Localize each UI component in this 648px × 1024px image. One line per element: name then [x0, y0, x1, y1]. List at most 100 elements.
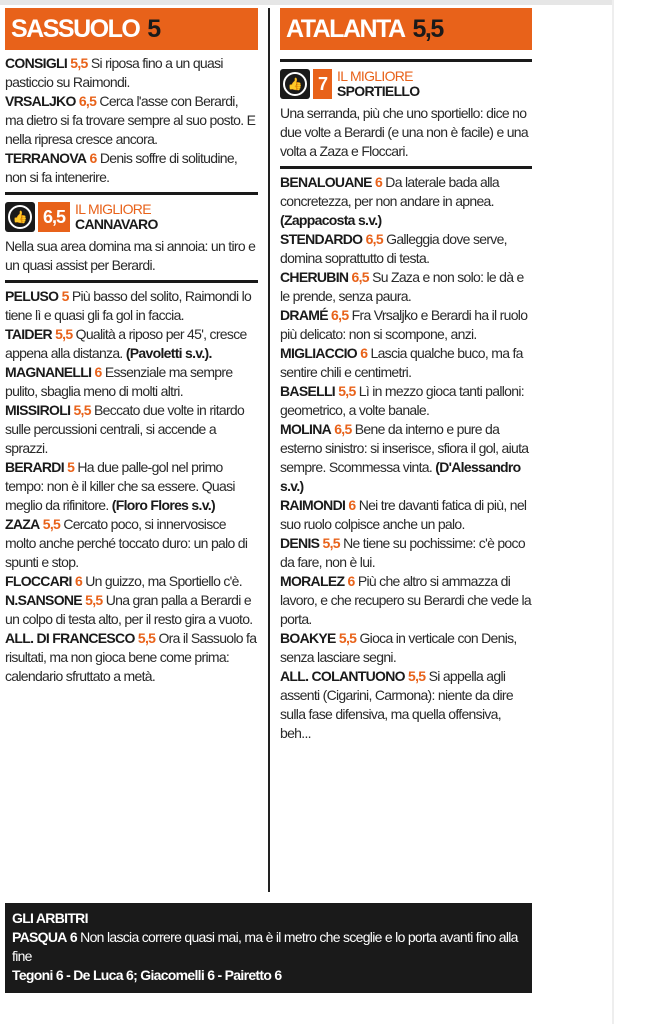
player-name: BOAKYE	[280, 630, 336, 646]
player-name: BERARDI	[5, 459, 65, 475]
best-name: CANNAVARO	[75, 216, 158, 232]
player-rating-entry: DRAMÉ 6,5 Fra Vrsaljko e Berardi ha il r…	[280, 306, 532, 344]
player-rating: 6	[360, 345, 368, 361]
player-rating-entry: TERRANOVA 6 Denis soffre di solitudine, …	[5, 149, 258, 187]
atalanta-entries: BENALOUANE 6 Da laterale bada alla concr…	[280, 173, 532, 743]
player-comment: Un guizzo, ma Sportiello c'è.	[85, 573, 242, 589]
player-rating-entry: BOAKYE 5,5 Gioca in verticale con Denis,…	[280, 629, 532, 667]
player-name: RAIMONDI	[280, 497, 346, 513]
player-name: MISSIROLI	[5, 402, 71, 418]
player-rating: 5	[61, 288, 70, 304]
player-rating: 5,5	[338, 383, 356, 399]
player-rating-entry: MAGNANELLI 6 Essenziale ma sempre pulito…	[5, 363, 258, 401]
player-name: FLOCCARI	[5, 573, 72, 589]
player-name: ALL. COLANTUONO	[280, 668, 406, 684]
assistant-ratings: Tegoni 6 - De Luca 6; Giacomelli 6 - Pai…	[12, 967, 282, 983]
best-description: Nella sua area domina ma si annoia: un t…	[5, 238, 256, 273]
player-rating-entry: RAIMONDI 6 Nei tre davanti fatica di più…	[280, 496, 532, 534]
referee-comment: Non lascia correre quasi mai, ma è il me…	[12, 929, 518, 964]
player-rating: 5,5	[70, 55, 88, 71]
referees-box: GLI ARBITRI PASQUA 6 Non lascia correre …	[5, 903, 532, 993]
player-rating: 6,5	[351, 269, 370, 285]
edge-strip	[612, 0, 614, 1024]
player-comment: Si riposa fino a un quasi pasticcio su R…	[5, 55, 223, 90]
atalanta-column: ATALANTA 5,5 👍 7 IL MIGLIORE SPORTIELLO …	[280, 8, 532, 743]
player-rating: 6	[94, 364, 103, 380]
thumbs-up-icon: 👍	[280, 69, 310, 99]
top-strip	[0, 0, 612, 5]
player-name: MORALEZ	[280, 573, 345, 589]
player-comment: Nei tre davanti fatica di più, nel suo r…	[280, 497, 527, 532]
player-comment: Più basso del solito, Raimondi lo tiene …	[5, 288, 252, 323]
player-name: MAGNANELLI	[5, 364, 92, 380]
player-name: CHERUBIN	[280, 269, 349, 285]
substitute-note: (D'Alessandro s.v.)	[280, 459, 521, 494]
sassuolo-entries: PELUSO 5 Più basso del solito, Raimondi …	[5, 287, 258, 686]
referees-title: GLI ARBITRI	[12, 910, 88, 926]
player-name: BENALOUANE	[280, 174, 372, 190]
player-comment: Cerca l'asse con Berardi, ma dietro si f…	[5, 93, 256, 147]
best-rating: 7	[313, 69, 333, 99]
best-player-box: 👍 7 IL MIGLIORE SPORTIELLO	[280, 66, 532, 102]
player-name: VRSALJKO	[5, 93, 76, 109]
best-rating: 6,5	[38, 202, 71, 232]
player-rating-entry: ALL. DI FRANCESCO 5,5 Ora il Sassuolo fa…	[5, 629, 258, 686]
player-rating-entry: BENALOUANE 6 Da laterale bada alla concr…	[280, 173, 532, 230]
best-name: SPORTIELLO	[337, 83, 420, 99]
player-comment: Essenziale ma sempre pulito, sbaglia men…	[5, 364, 233, 399]
player-rating-entry: BERARDI 5 Ha due palle-gol nel primo tem…	[5, 458, 258, 515]
best-kicker: IL MIGLIORE	[75, 201, 152, 217]
player-rating: 6	[89, 150, 98, 166]
player-name: DRAMÉ	[280, 307, 329, 323]
player-name: TERRANOVA	[5, 150, 87, 166]
atalanta-header: ATALANTA 5,5	[280, 8, 532, 50]
substitute-note: (Pavoletti s.v.).	[125, 345, 213, 361]
best-player-box: 👍 6,5 IL MIGLIORE CANNAVARO	[5, 199, 258, 235]
player-rating: 5	[67, 459, 75, 475]
player-rating-entry: PELUSO 5 Più basso del solito, Raimondi …	[5, 287, 258, 325]
team-rating: 5,5	[412, 14, 445, 43]
player-comment: Ha due palle-gol nel primo tempo: non è …	[5, 459, 236, 513]
player-rating-entry: CONSIGLI 5,5 Si riposa fino a un quasi p…	[5, 54, 258, 92]
best-kicker: IL MIGLIORE	[337, 68, 414, 84]
player-name: CONSIGLI	[5, 55, 68, 71]
divider	[280, 59, 532, 62]
team-rating: 5	[147, 14, 161, 43]
player-rating: 6,5	[331, 307, 349, 323]
team-name: SASSUOLO	[11, 14, 141, 43]
sassuolo-header: SASSUOLO 5	[5, 8, 258, 50]
player-rating-entry: MOLINA 6,5 Bene da interno e pure da est…	[280, 420, 532, 496]
player-rating: 5,5	[42, 516, 61, 532]
player-rating: 6,5	[78, 93, 97, 109]
player-comment: Cercato poco, si innervosisce molto anch…	[5, 516, 248, 570]
player-comment: Lì in mezzo gioca tanti palloni: geometr…	[280, 383, 525, 418]
player-name: DENIS	[280, 535, 320, 551]
player-rating-entry: DENIS 5,5 Ne tiene su pochissime: c'è po…	[280, 534, 532, 572]
player-comment: Galleggia dove serve, domina soprattutto…	[280, 231, 508, 266]
player-rating-entry: VRSALJKO 6,5 Cerca l'asse con Berardi, m…	[5, 92, 258, 149]
player-rating-entry: ALL. COLANTUONO 5,5 Si appella agli asse…	[280, 667, 532, 743]
divider	[5, 280, 258, 283]
player-rating: 6,5	[365, 231, 384, 247]
substitute-note: (Floro Flores s.v.)	[111, 497, 216, 513]
player-name: PELUSO	[5, 288, 59, 304]
player-rating-entry: MISSIROLI 5,5 Beccato due volte in ritar…	[5, 401, 258, 458]
player-rating: 6,5	[334, 421, 352, 437]
player-rating-entry: N.SANSONE 5,5 Una gran palla a Berardi e…	[5, 591, 258, 629]
player-comment: Beccato due volte in ritardo sulle percu…	[5, 402, 245, 456]
player-rating-entry: STENDARDO 6,5 Galleggia dove serve, domi…	[280, 230, 532, 268]
referee-rating: 6	[69, 929, 78, 945]
player-comment: Qualità a riposo per 45', cresce appena …	[5, 326, 247, 361]
player-rating: 5,5	[85, 592, 103, 608]
player-name: ALL. DI FRANCESCO	[5, 630, 135, 646]
player-comment: Più che altro si ammazza di lavoro, e ch…	[280, 573, 532, 627]
player-rating: 5,5	[137, 630, 156, 646]
player-comment: Bene da interno e pure da esterno sinist…	[280, 421, 529, 475]
player-rating-entry: ZAZA 5,5 Cercato poco, si innervosisce m…	[5, 515, 258, 572]
sassuolo-top-entries: CONSIGLI 5,5 Si riposa fino a un quasi p…	[5, 54, 258, 187]
player-comment: Ora il Sassuolo fa risultati, ma non gio…	[5, 630, 257, 684]
player-rating: 5,5	[338, 630, 357, 646]
player-name: MIGLIACCIO	[280, 345, 358, 361]
player-rating-entry: MORALEZ 6 Più che altro si ammazza di la…	[280, 572, 532, 629]
player-comment: Una gran palla a Berardi e un colpo di t…	[5, 592, 253, 627]
